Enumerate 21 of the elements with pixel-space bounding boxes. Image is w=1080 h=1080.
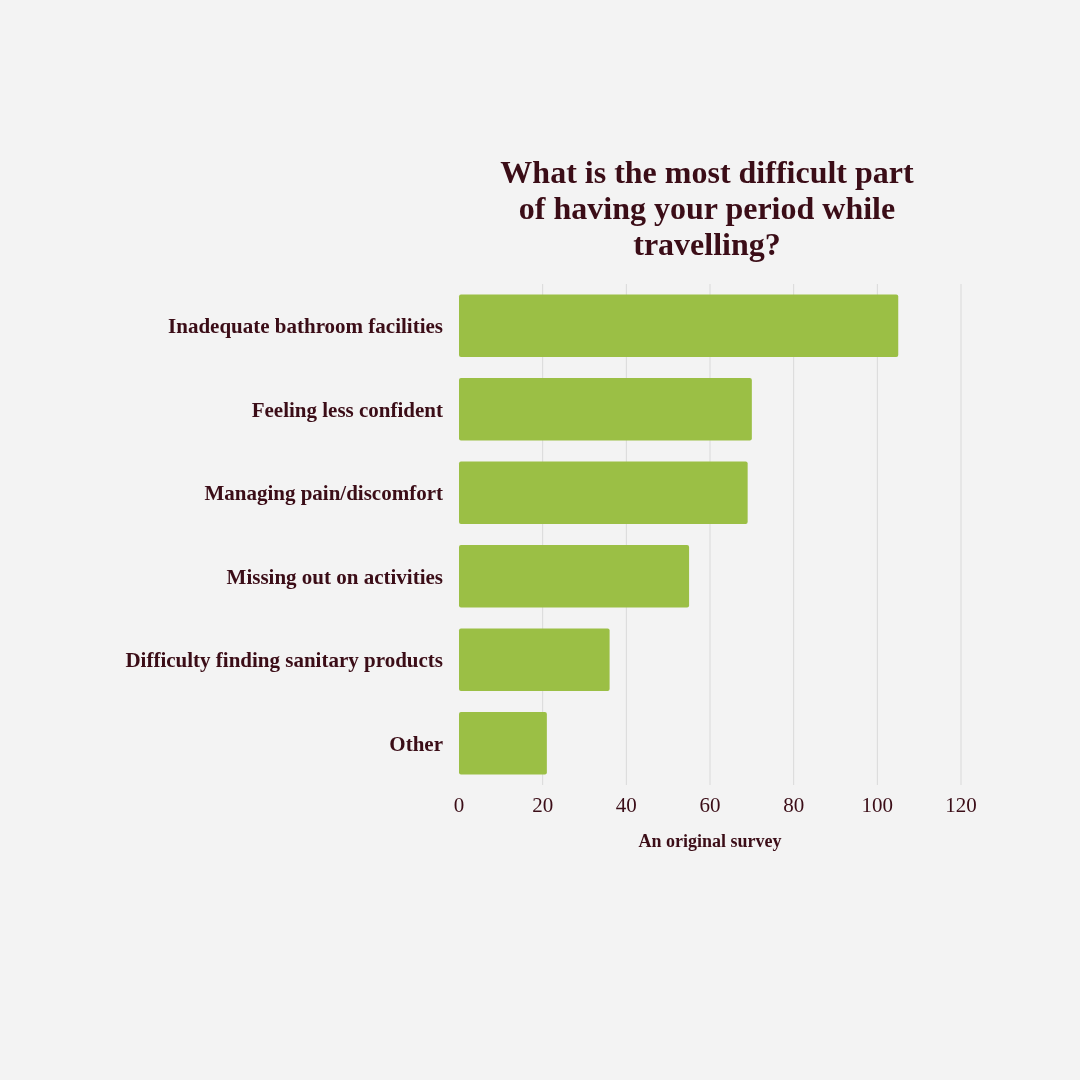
y-tick-label: Feeling less confident	[251, 397, 443, 422]
x-tick-label: 120	[945, 793, 977, 817]
chart-title: What is the most difficult part of having your period while travelling?	[500, 154, 914, 262]
x-tick-label: 60	[699, 793, 721, 817]
x-tick-label: 100	[861, 793, 894, 817]
x-tick-label: 80	[783, 793, 805, 817]
y-tick-label: Difficulty finding sanitary products	[125, 648, 443, 673]
bar	[459, 461, 748, 525]
x-tick-label: 40	[615, 793, 637, 817]
bar	[459, 294, 899, 358]
text: An original survey	[638, 831, 782, 851]
y-tick-label: Other	[389, 731, 443, 756]
bar	[459, 711, 547, 775]
bar	[459, 628, 610, 692]
x-tick-label: 0	[453, 793, 465, 817]
y-tick-label: Managing pain/discomfort	[204, 481, 443, 506]
bar	[459, 377, 752, 441]
x-tick-label: 20	[532, 793, 554, 817]
bar	[459, 544, 690, 608]
y-tick-label: Missing out on activities	[226, 564, 443, 589]
y-tick-label: Inadequate bathroom facilities	[168, 314, 443, 339]
